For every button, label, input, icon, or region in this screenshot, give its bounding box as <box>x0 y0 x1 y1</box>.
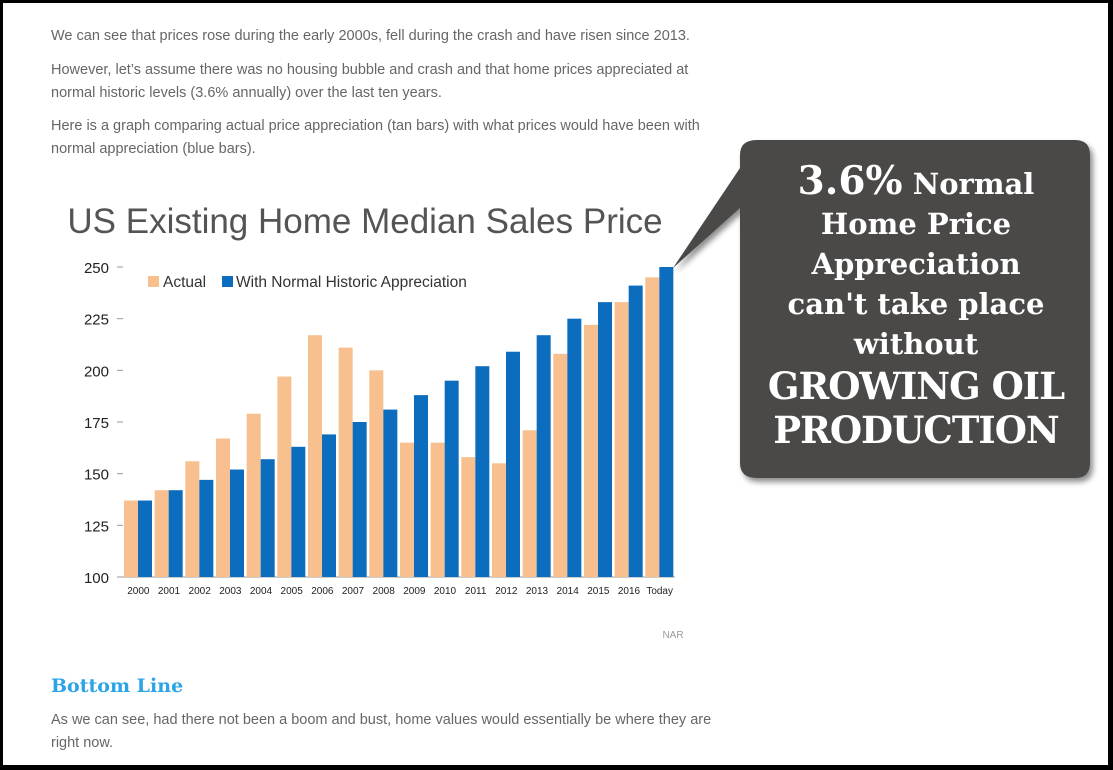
callout-line-2: Home Price <box>820 207 1012 241</box>
y-tick-label: 125 <box>84 518 109 535</box>
bar-normal <box>536 335 551 577</box>
bar-actual <box>338 347 353 577</box>
callout-text: 3.6% Normal Home Price Appreciation can'… <box>740 161 1092 452</box>
intro-paragraph: We can see that prices rose during the e… <box>51 28 690 44</box>
bar-normal <box>230 469 244 577</box>
x-tick-label: 2015 <box>587 586 610 597</box>
bar-normal <box>199 479 214 577</box>
bar-normal <box>628 285 643 577</box>
callout-line-7: PRODUCTION <box>773 408 1060 452</box>
bar-normal <box>506 351 520 577</box>
chart-source: NAR <box>662 630 683 641</box>
bar-normal <box>659 267 674 577</box>
legend-label-normal: With Normal Historic Appreciation <box>236 274 467 291</box>
bar-actual <box>277 376 292 577</box>
chart-axes: 100 125 150 175 200 225 250 2000 2001 2002 2003 200… <box>84 260 675 597</box>
chart-title: US Existing Home Median Sales Price <box>67 202 662 241</box>
bar-actual <box>430 442 445 577</box>
bar-normal <box>414 395 428 577</box>
callout-line-3: Appreciation <box>811 247 1021 281</box>
bar-actual <box>645 277 660 577</box>
bar-normal <box>168 490 183 577</box>
bar-normal <box>383 409 398 577</box>
x-tick-label: 2001 <box>158 586 181 597</box>
assumption-paragraph: However, let’s assume there was no housi… <box>51 62 689 101</box>
callout-percent: 3.6% <box>797 158 903 204</box>
bar-normal <box>291 446 306 577</box>
legend-label-actual: Actual <box>163 274 206 291</box>
bar-actual <box>461 457 476 577</box>
bar-actual <box>492 463 506 577</box>
callout-line-6: GROWING OIL <box>767 364 1065 408</box>
y-tick-label: 250 <box>84 260 109 277</box>
bar-actual <box>553 353 568 577</box>
x-tick-label: 2012 <box>495 586 518 597</box>
x-tick-label: 2005 <box>281 586 304 597</box>
bar-normal <box>322 434 336 577</box>
legend-swatch-normal <box>222 276 233 287</box>
legend-swatch-actual <box>148 276 159 287</box>
x-tick-label: Today <box>646 586 673 597</box>
bar-normal <box>475 366 490 577</box>
bar-actual <box>614 302 629 577</box>
x-tick-label: 2010 <box>434 586 457 597</box>
x-tick-label: 2007 <box>342 586 365 597</box>
x-tick-label: 2014 <box>557 586 580 597</box>
x-tick-label: 2016 <box>618 586 641 597</box>
bar-normal <box>444 380 459 577</box>
x-tick-label: 2003 <box>219 586 242 597</box>
callout-line-4: can't take place <box>787 287 1045 321</box>
y-tick-label: 225 <box>84 312 109 329</box>
page-frame: We can see that prices rose during the e… <box>3 3 1108 765</box>
y-tick-label: 175 <box>84 415 109 432</box>
callout-line-1: 3.6% Normal <box>740 161 1092 204</box>
bar-actual <box>308 335 322 577</box>
bar-actual <box>522 430 537 577</box>
x-tick-label: 2000 <box>127 586 150 597</box>
x-tick-label: 2009 <box>403 586 426 597</box>
home-price-chart: US Existing Home Median Sales Price Actu… <box>67 202 683 641</box>
bottom-line-heading: Bottom Line <box>51 675 184 697</box>
callout-bubble <box>673 140 1090 478</box>
bar-actual <box>154 490 169 577</box>
bar-normal <box>598 302 612 577</box>
x-tick-label: 2013 <box>526 586 549 597</box>
bar-actual <box>584 324 598 577</box>
callout-line-5: without <box>853 327 979 361</box>
bar-actual <box>124 500 138 577</box>
bar-actual <box>216 438 230 577</box>
bar-actual <box>246 413 261 577</box>
x-tick-label: 2006 <box>311 586 334 597</box>
y-tick-label: 200 <box>84 363 109 380</box>
bar-normal <box>352 422 367 577</box>
callout-normal: Normal <box>902 167 1035 201</box>
bar-normal <box>260 459 275 577</box>
x-tick-label: 2008 <box>373 586 396 597</box>
bar-normal <box>567 318 582 577</box>
bar-normal <box>138 500 152 577</box>
bottom-line-paragraph: As we can see, had there not been a boom… <box>51 712 712 751</box>
graph-description-paragraph: Here is a graph comparing actual price a… <box>51 118 700 157</box>
chart-bars <box>124 267 674 577</box>
bar-actual <box>185 461 200 577</box>
bar-actual <box>400 442 414 577</box>
y-tick-label: 100 <box>84 570 109 587</box>
x-tick-label: 2011 <box>465 586 487 597</box>
y-tick-label: 150 <box>84 467 109 484</box>
x-tick-label: 2004 <box>250 586 273 597</box>
x-tick-label: 2002 <box>189 586 212 597</box>
bar-actual <box>369 370 384 577</box>
